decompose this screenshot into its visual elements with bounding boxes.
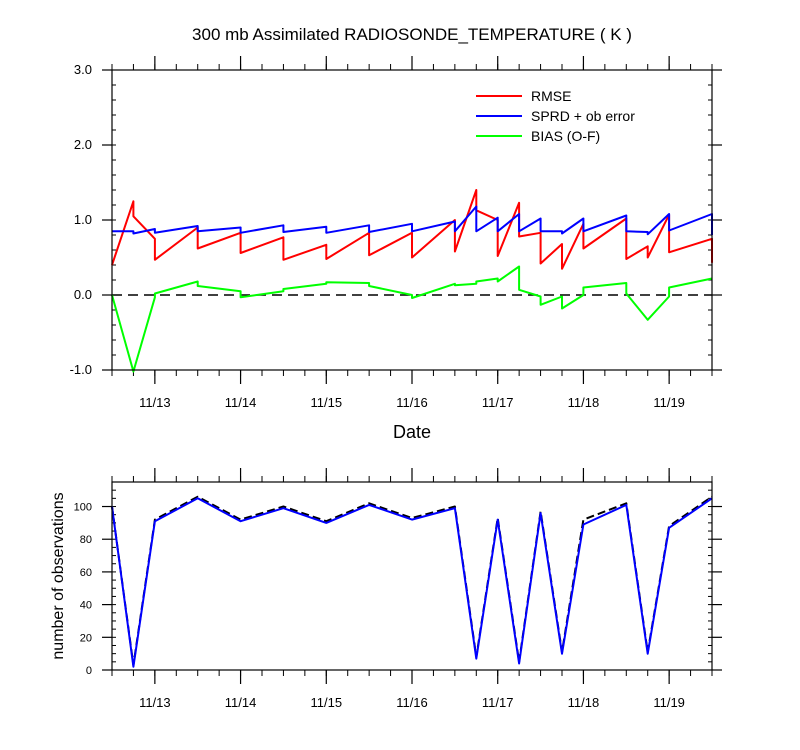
x-tick-label: 11/13 [139,695,171,710]
series-line-assimilated-observations [111,497,713,668]
chart-title: 300 mb Assimilated RADIOSONDE_TEMPERATUR… [192,25,632,44]
series-line-total-observations [111,495,713,667]
y-tick-label: 0 [86,665,92,677]
y-tick-label: 0.0 [74,287,92,302]
x-tick-label: 11/13 [139,395,171,410]
legend-label: BIAS (O-F) [531,128,600,144]
top-y-axis: -1.0 0.0 1.0 2.0 3.0 [70,62,722,377]
bottom-x-axis: 11/13 11/14 11/15 11/16 11/17 11/18 11/19 [139,468,685,710]
x-tick-label: 11/14 [225,695,257,710]
x-tick-label: 11/17 [482,395,514,410]
bottom-plot-frame [111,481,713,671]
y-tick-label: 1.0 [74,212,92,227]
y-tick-label: -1.0 [70,362,92,377]
x-tick-label: 11/18 [568,395,600,410]
y-tick-label: 20 [80,632,92,644]
x-tick-label: 11/19 [653,695,685,710]
y-tick-label: 3.0 [74,62,92,77]
series-line-sprd-ob-error [112,205,713,236]
x-tick-label: 11/16 [396,395,428,410]
top-series-lines [111,189,713,373]
legend-label: RMSE [531,88,571,104]
legend: RMSE SPRD + ob error BIAS (O-F) [476,88,635,144]
y-tick-label: 2.0 [74,137,92,152]
series-line-rmse [111,189,713,270]
legend-label: SPRD + ob error [531,108,635,124]
x-tick-label: 11/16 [396,695,428,710]
x-tick-label: 11/15 [310,395,342,410]
y-axis-label: number of observations [50,492,67,659]
x-axis-label: Date [393,422,431,442]
bottom-y-axis: 0 20 40 60 80 100 [74,502,722,677]
series-line-bias-o-f [111,265,713,373]
x-tick-label: 11/18 [568,695,600,710]
y-tick-label: 60 [80,567,92,579]
y-tick-label: 40 [80,600,92,612]
bottom-series-lines [111,495,713,668]
x-tick-label: 11/15 [310,695,342,710]
y-tick-label: 80 [80,534,92,546]
x-tick-label: 11/14 [225,395,257,410]
x-tick-label: 11/17 [482,695,514,710]
y-tick-label: 100 [74,502,92,514]
top-x-axis: 11/13 11/14 11/15 11/16 11/17 11/18 11/19 [139,56,685,410]
x-tick-label: 11/19 [653,395,685,410]
